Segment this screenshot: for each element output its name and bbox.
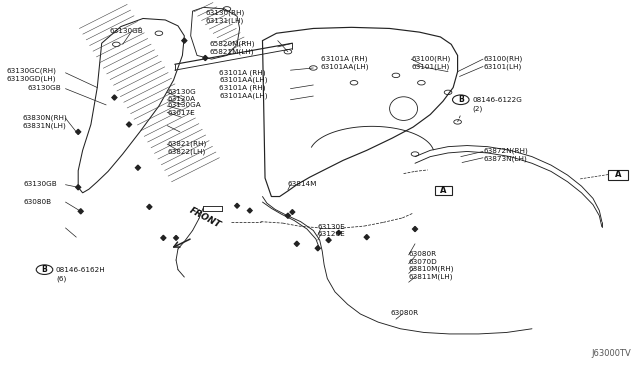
Text: 63130E: 63130E bbox=[318, 224, 346, 230]
Polygon shape bbox=[76, 185, 81, 190]
Polygon shape bbox=[248, 208, 252, 213]
FancyBboxPatch shape bbox=[435, 186, 452, 195]
Text: (2): (2) bbox=[472, 105, 483, 112]
Text: 63080B: 63080B bbox=[24, 199, 52, 205]
Text: 63101A (RH)
63101AA(LH): 63101A (RH) 63101AA(LH) bbox=[220, 69, 268, 83]
Text: 63100(RH)
63101(LH): 63100(RH) 63101(LH) bbox=[412, 55, 451, 70]
Polygon shape bbox=[316, 246, 320, 251]
Text: A: A bbox=[440, 186, 447, 195]
Polygon shape bbox=[127, 122, 131, 127]
Text: 63080R: 63080R bbox=[391, 310, 419, 316]
Text: 63017E: 63017E bbox=[167, 110, 195, 116]
Text: 63100(RH)
63101(LH): 63100(RH) 63101(LH) bbox=[483, 55, 522, 70]
Text: 63130GB: 63130GB bbox=[28, 85, 61, 91]
Text: 08146-6122G: 08146-6122G bbox=[472, 97, 522, 103]
Polygon shape bbox=[147, 204, 152, 209]
Polygon shape bbox=[78, 209, 83, 214]
Text: 63130GB: 63130GB bbox=[110, 28, 144, 35]
FancyBboxPatch shape bbox=[607, 170, 628, 180]
Text: 63814M: 63814M bbox=[288, 181, 317, 187]
Text: B: B bbox=[458, 95, 463, 104]
Text: 63830N(RH)
63831N(LH): 63830N(RH) 63831N(LH) bbox=[22, 115, 67, 129]
Text: 63810M(RH)
63811M(LH): 63810M(RH) 63811M(LH) bbox=[409, 266, 454, 280]
Text: 63120E: 63120E bbox=[318, 231, 346, 237]
Polygon shape bbox=[285, 213, 291, 218]
Text: 63872N(RH)
63873N(LH): 63872N(RH) 63873N(LH) bbox=[483, 148, 528, 162]
Polygon shape bbox=[235, 203, 239, 208]
Text: 63130GB: 63130GB bbox=[24, 181, 58, 187]
Text: 63821(RH)
63822(LH): 63821(RH) 63822(LH) bbox=[167, 140, 207, 155]
Text: 63101A (RH)
63101AA(LH): 63101A (RH) 63101AA(LH) bbox=[220, 85, 268, 99]
Text: 63101A (RH)
63101AA(LH): 63101A (RH) 63101AA(LH) bbox=[321, 55, 369, 70]
Text: B: B bbox=[42, 265, 47, 274]
Text: 63130G: 63130G bbox=[167, 89, 196, 94]
Polygon shape bbox=[182, 38, 187, 43]
Text: J63000TV: J63000TV bbox=[591, 349, 631, 358]
Text: 08146-6162H: 08146-6162H bbox=[56, 267, 106, 273]
Polygon shape bbox=[337, 230, 341, 235]
Polygon shape bbox=[290, 209, 294, 215]
Polygon shape bbox=[112, 95, 117, 100]
Text: 63070D: 63070D bbox=[409, 259, 437, 264]
Polygon shape bbox=[76, 129, 81, 134]
Text: 63120A: 63120A bbox=[167, 96, 195, 102]
Polygon shape bbox=[136, 165, 140, 170]
Polygon shape bbox=[173, 235, 179, 240]
Polygon shape bbox=[326, 238, 331, 243]
Text: 63130GC(RH)
63130GD(LH): 63130GC(RH) 63130GD(LH) bbox=[6, 68, 56, 82]
Polygon shape bbox=[161, 235, 166, 240]
Polygon shape bbox=[294, 241, 300, 246]
Polygon shape bbox=[413, 227, 417, 232]
Text: A: A bbox=[614, 170, 621, 179]
Text: FRONT: FRONT bbox=[188, 206, 222, 230]
Polygon shape bbox=[203, 55, 208, 61]
Text: (6): (6) bbox=[56, 275, 66, 282]
Text: 63130GA: 63130GA bbox=[167, 102, 201, 108]
Text: 63130(RH)
63131(LH): 63130(RH) 63131(LH) bbox=[205, 10, 244, 24]
Text: 65820M(RH)
65821M(LH): 65820M(RH) 65821M(LH) bbox=[210, 41, 255, 55]
Text: 63080R: 63080R bbox=[409, 251, 436, 257]
Polygon shape bbox=[364, 235, 369, 240]
